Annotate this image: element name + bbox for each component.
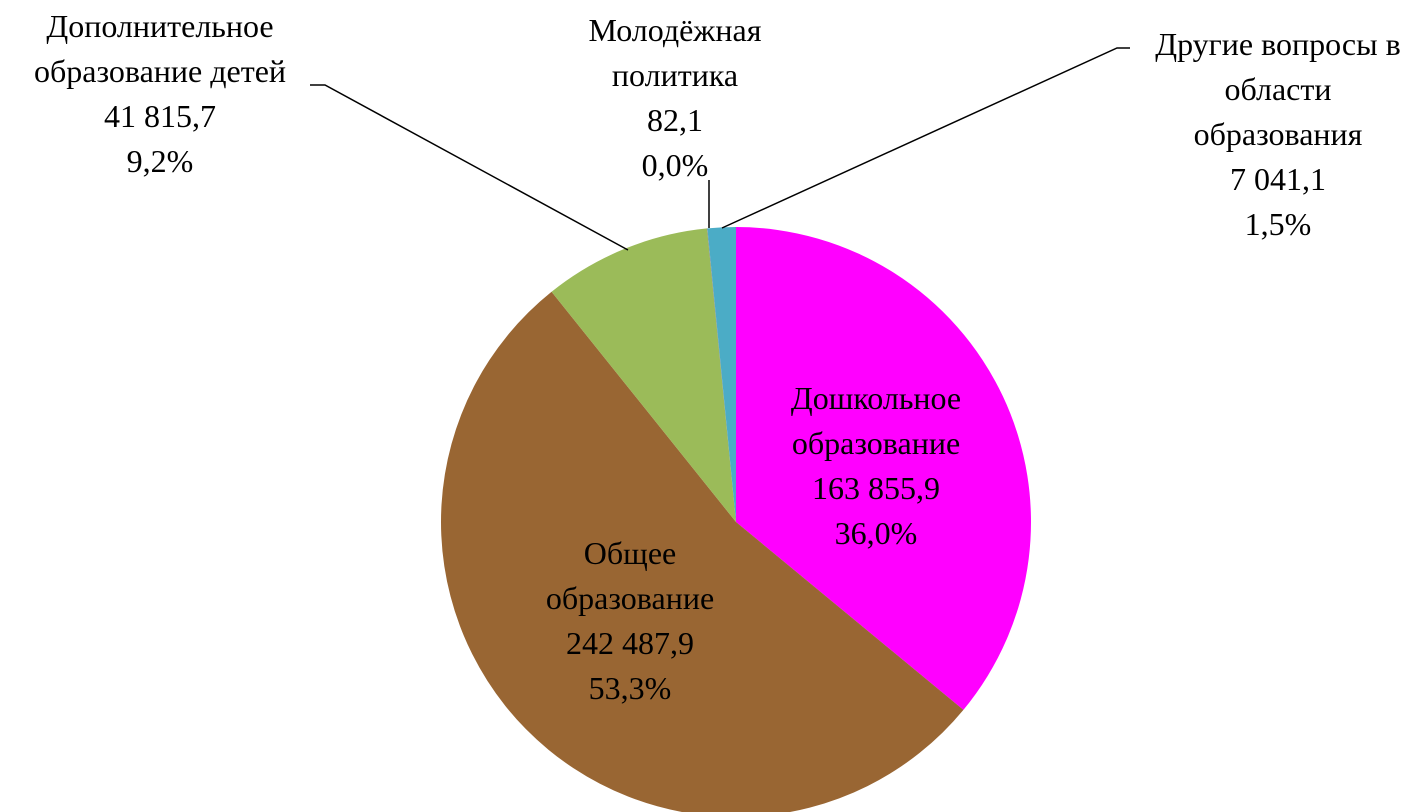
value-label: 41 815,7 (104, 98, 216, 134)
percent-label: 0,0% (641, 147, 709, 183)
pie-slice (707, 228, 736, 522)
leader-line (721, 47, 1130, 229)
data-label: Дополнительное образование детей 41 815,7… (0, 4, 335, 184)
category-label: Дополнительное образование детей (33, 8, 287, 89)
pie-slice (441, 291, 964, 812)
data-label: Молодёжная политика 82,1 0,0% (540, 8, 810, 188)
value-label: 82,1 (647, 102, 703, 138)
percent-label: 9,2% (126, 143, 194, 179)
pie-slice (707, 227, 736, 522)
data-label: Общее образование 242 487,9 53,3% (495, 531, 765, 711)
value-label: 163 855,9 (812, 470, 940, 506)
percent-label: 36,0% (834, 515, 918, 551)
category-label: Дошкольное образование (790, 380, 962, 461)
leader-line (310, 84, 629, 251)
pie-slice (551, 228, 736, 522)
value-label: 7 041,1 (1230, 161, 1326, 197)
value-label: 242 487,9 (566, 625, 694, 661)
percent-label: 1,5% (1244, 206, 1312, 242)
category-label: Другие вопросы в области образования (1155, 26, 1401, 152)
category-label: Общее образование (545, 535, 715, 616)
category-label: Молодёжная политика (588, 12, 762, 93)
pie-slice (736, 227, 1031, 710)
percent-label: 53,3% (588, 670, 672, 706)
data-label: Дошкольное образование 163 855,9 36,0% (741, 376, 1011, 556)
data-label: Другие вопросы в области образования 7 04… (1121, 22, 1424, 247)
slices (441, 227, 1031, 812)
